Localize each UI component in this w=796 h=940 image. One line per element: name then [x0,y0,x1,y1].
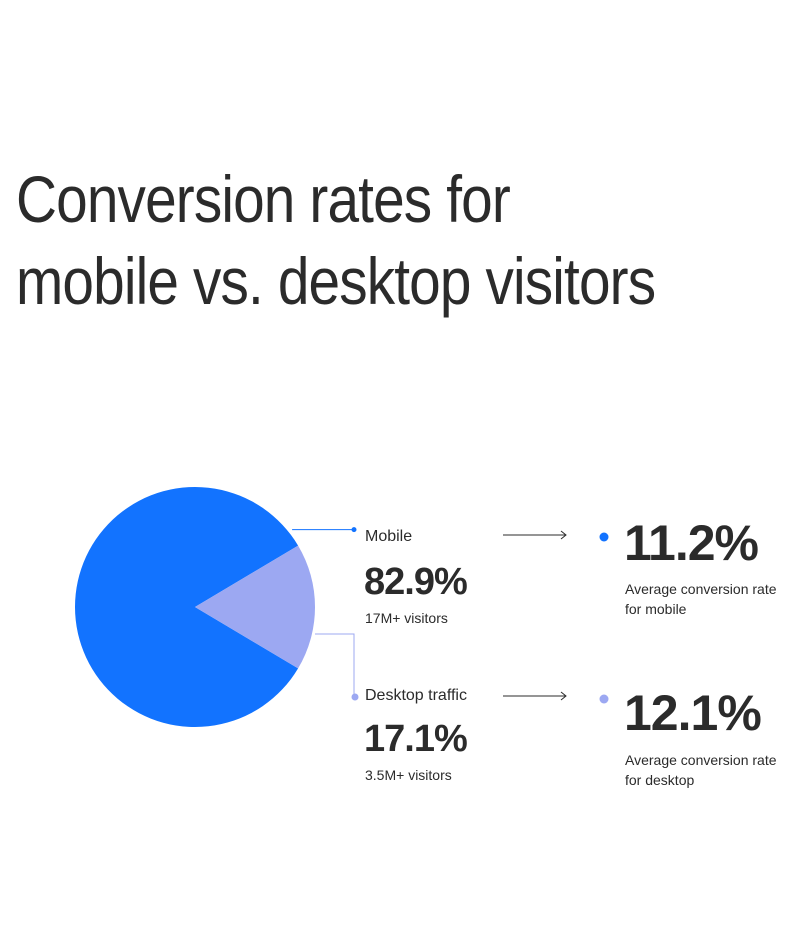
arrow-icon [503,691,567,701]
bullet-desktop [599,694,609,704]
value-label-mobile: 82.9% [364,561,468,603]
conversion-desc-line: for mobile [625,601,687,617]
leader-dot-desktop [351,693,359,701]
conversion-rate-desktop: 12.1% [624,685,762,741]
conversion-desc-mobile: Average conversion rate for mobile [625,579,795,619]
pie-slice-mobile [75,487,299,727]
bullet-mobile [599,532,609,542]
pie-slice-desktop [195,545,316,669]
arrow-icon [503,530,567,540]
chart-title: Conversion rates for mobile vs. desktop … [16,162,656,318]
visitors-desktop: 3.5M+ visitors [365,767,452,783]
conversion-desc-desktop: Average conversion rate for desktop [625,750,795,790]
conversion-desc-line: Average conversion rate [625,752,777,768]
visitors-mobile: 17M+ visitors [365,610,448,626]
conversion-rate-mobile: 11.2% [624,515,759,571]
value-label-desktop: 17.1% [364,718,468,760]
leader-line-desktop [315,633,355,697]
conversion-desc-line: Average conversion rate [625,581,777,597]
conversion-desc-line: for desktop [625,772,695,788]
leader-dot-mobile [351,527,357,533]
legend-label-desktop: Desktop traffic [365,687,467,704]
legend-label-mobile: Mobile [365,528,413,545]
